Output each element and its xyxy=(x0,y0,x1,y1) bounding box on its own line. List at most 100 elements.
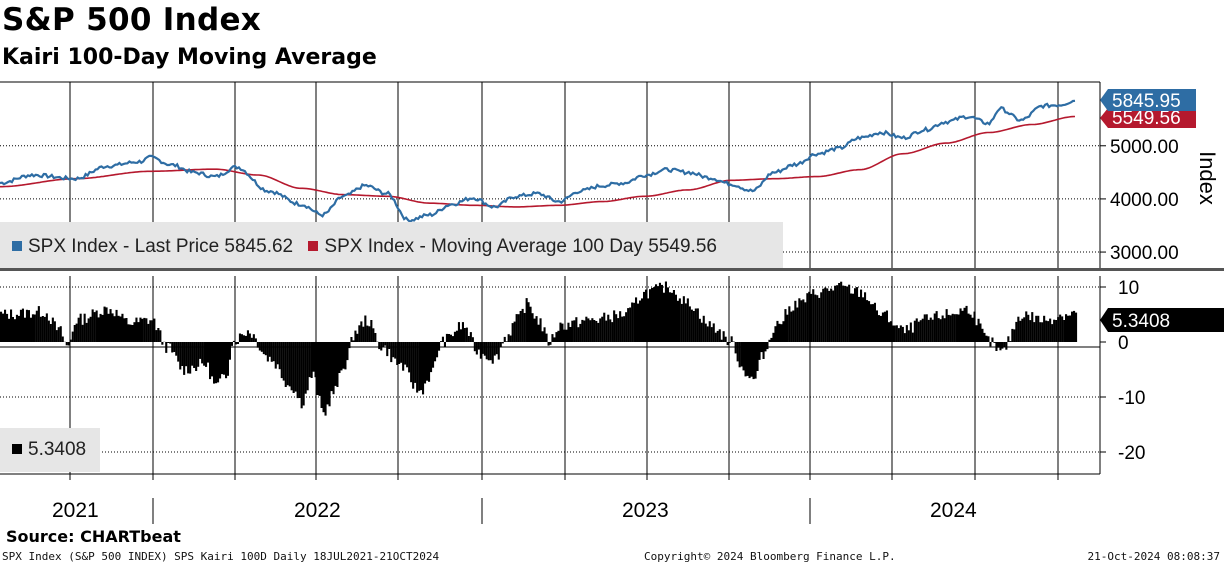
kairi-bar xyxy=(746,342,749,376)
top-y-tick-2: 5000.00 xyxy=(1110,137,1179,158)
kairi-bar xyxy=(1055,320,1058,342)
kairi-bar xyxy=(183,342,186,375)
kairi-bar xyxy=(505,341,508,342)
kairi-bar xyxy=(575,317,578,342)
kairi-bar xyxy=(497,342,500,360)
kairi-bar xyxy=(927,319,930,342)
kairi-bar xyxy=(1025,311,1028,342)
kairi-bar xyxy=(51,317,54,342)
kairi-bar xyxy=(722,331,725,342)
kairi-bar xyxy=(402,342,405,371)
kairi-bar xyxy=(1075,312,1078,342)
year-label-2023: 2023 xyxy=(622,499,669,522)
kairi-bar xyxy=(483,342,486,356)
kairi-bar xyxy=(443,342,446,347)
kairi-bar xyxy=(440,341,443,342)
kairi-bar xyxy=(489,342,492,361)
kairi-bar xyxy=(921,318,924,342)
kairi-bar xyxy=(308,342,311,378)
kairi-bar xyxy=(19,309,22,342)
kairi-bar xyxy=(39,316,42,342)
kairi-bar xyxy=(386,342,389,357)
kairi-bar xyxy=(274,342,277,369)
kairi-bar xyxy=(503,336,506,342)
kairi-bar xyxy=(370,320,373,342)
kairi-bar xyxy=(979,323,982,342)
kairi-bar xyxy=(1035,315,1038,342)
kairi-bar xyxy=(1001,342,1004,349)
kairi-bar xyxy=(217,342,220,383)
kairi-bar xyxy=(83,313,86,342)
kairi-bar xyxy=(312,342,315,372)
kairi-bar xyxy=(1057,317,1060,342)
kairi-bar xyxy=(836,285,839,342)
kairi-bar xyxy=(989,342,992,347)
kairi-bar xyxy=(49,324,52,342)
kairi-bar xyxy=(69,339,72,342)
kairi-bar xyxy=(398,342,401,364)
kairi-bar xyxy=(15,314,18,342)
kairi-bar xyxy=(372,328,375,342)
kairi-bar xyxy=(463,328,466,342)
bottom-y-tick-0: 10 xyxy=(1118,278,1139,299)
kairi-bar xyxy=(221,342,224,375)
kairi-bar xyxy=(660,284,663,342)
kairi-bar xyxy=(637,303,640,342)
kairi-bar xyxy=(219,342,222,379)
kairi-bar xyxy=(742,342,745,371)
kairi-bar xyxy=(368,326,371,342)
kairi-bar xyxy=(656,286,659,342)
kairi-bar xyxy=(770,337,773,342)
kairi-bar xyxy=(97,317,100,342)
kairi-bar xyxy=(595,321,598,342)
kairi-bar xyxy=(461,322,464,342)
kairi-bar xyxy=(611,322,614,342)
kairi-bar xyxy=(712,323,715,342)
kairi-bar xyxy=(929,317,932,342)
kairi-bar xyxy=(426,342,429,381)
kairi-bar xyxy=(141,318,144,342)
kairi-bar xyxy=(676,300,679,342)
kairi-bar xyxy=(1039,322,1042,342)
kairi-bar xyxy=(1073,310,1076,342)
kairi-bar xyxy=(1013,329,1016,342)
kairi-bar xyxy=(573,320,576,342)
kairi-bar xyxy=(985,335,988,342)
kairi-bar xyxy=(790,311,793,342)
kairi-bar xyxy=(597,322,600,342)
kairi-bar xyxy=(209,342,212,380)
kairi-bar xyxy=(119,316,122,342)
kairi-bar xyxy=(690,309,693,342)
kairi-bar xyxy=(430,342,433,373)
kairi-bar xyxy=(410,342,413,383)
kairi-bar xyxy=(672,290,675,342)
kairi-bar xyxy=(495,342,498,355)
kairi-bar xyxy=(720,339,723,342)
kairi-bar xyxy=(814,294,817,342)
kairi-bar xyxy=(915,318,918,342)
kairi-bar xyxy=(428,342,431,382)
kairi-bar xyxy=(71,331,74,342)
kairi-bar xyxy=(292,342,295,393)
kairi-bar xyxy=(197,342,200,367)
kairi-bar xyxy=(923,314,926,342)
kairi-bar xyxy=(832,290,835,342)
kairi-bar xyxy=(2,313,5,342)
kairi-bar xyxy=(1021,318,1024,342)
kairi-bar xyxy=(436,342,439,358)
kairi-bar xyxy=(25,309,28,342)
kairi-bar xyxy=(726,342,729,346)
kairi-bar xyxy=(232,340,235,342)
kairi-bar xyxy=(23,317,26,342)
kairi-bar xyxy=(694,308,697,342)
kairi-bar xyxy=(1045,320,1048,342)
kairi-bar xyxy=(0,311,3,342)
kairi-bar xyxy=(949,315,952,342)
kairi-bar xyxy=(913,320,916,342)
kairi-bar xyxy=(422,342,425,395)
x-axis-ticks xyxy=(69,474,1059,524)
bottom-legend: 5.3408 xyxy=(0,428,100,472)
kairi-bar xyxy=(1003,342,1006,348)
kairi-bar xyxy=(515,314,518,342)
kairi-bar xyxy=(1033,322,1036,342)
